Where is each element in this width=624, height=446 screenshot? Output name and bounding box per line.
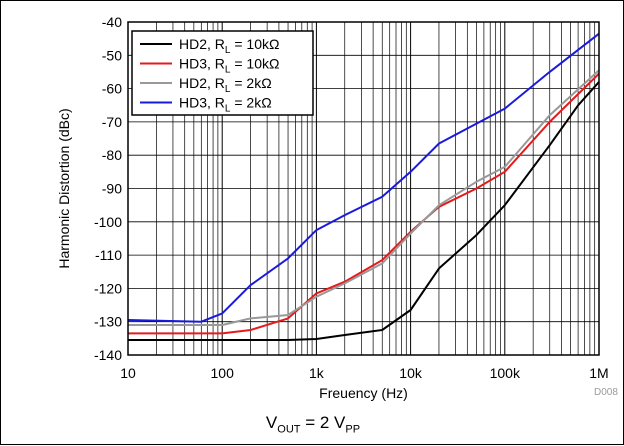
- y-tick-label: -80: [102, 147, 122, 163]
- legend-label: HD3, RL = 10kΩ: [179, 56, 279, 76]
- series-line-4: [127, 32, 600, 323]
- tick-label-layer: 10 100 1k 10k 100k 1M -140 -130 -120 -110 -100 -90 -…: [94, 14, 609, 381]
- series-line-3: [128, 69, 600, 326]
- x-tick-label: 1k: [309, 365, 325, 381]
- figure-caption: VOUT = 2 VPP: [1, 413, 624, 435]
- x-tick-label: 100k: [490, 365, 521, 381]
- y-tick-label: -130: [94, 314, 122, 330]
- series-line-1: [128, 81, 600, 341]
- y-tick-label: -120: [94, 280, 122, 296]
- y-tick-label: -60: [102, 81, 122, 97]
- caption-sub-out: OUT: [277, 423, 301, 436]
- y-tick-label: -50: [102, 47, 122, 63]
- series-line-2: [128, 72, 600, 335]
- x-axis-title: Freuency (Hz): [319, 385, 408, 401]
- legend-label: HD2, RL = 2kΩ: [179, 75, 272, 95]
- y-tick-label: -70: [102, 114, 122, 130]
- x-tick-label: 10k: [399, 365, 423, 381]
- caption-mid: = 2 V: [300, 413, 346, 432]
- y-tick-label: -40: [102, 14, 122, 30]
- y-axis-title: Harmonic Distortion (dBc): [56, 108, 72, 268]
- figure-id: D008: [594, 387, 618, 398]
- legend-label: HD3, RL = 2kΩ: [179, 95, 272, 115]
- caption-v: V: [265, 413, 278, 432]
- legend-label: HD2, RL = 10kΩ: [179, 36, 279, 56]
- series-layer: [127, 32, 600, 341]
- y-tick-label: -90: [102, 181, 122, 197]
- caption-sub-pp: PP: [345, 423, 361, 436]
- y-tick-label: -110: [95, 247, 122, 263]
- x-tick-label: 10: [120, 365, 136, 381]
- x-tick-label: 1M: [589, 365, 608, 381]
- y-tick-label: -100: [94, 214, 122, 230]
- plot-border: [127, 21, 600, 356]
- x-tick-label: 100: [211, 365, 235, 381]
- y-tick-label: -140: [94, 347, 122, 363]
